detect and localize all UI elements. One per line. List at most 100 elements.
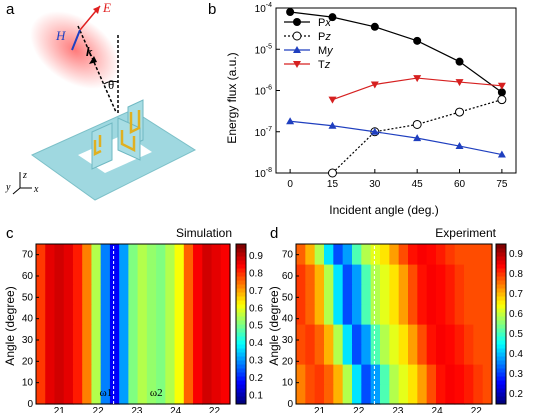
colorbar-step <box>236 400 246 405</box>
x-tick-label: 23 <box>392 406 404 413</box>
heatmap-cell <box>72 364 83 385</box>
heatmap-cell <box>54 264 65 285</box>
heatmap-cell <box>324 304 334 325</box>
heatmap-cell <box>398 344 409 365</box>
heatmap-cell <box>482 344 493 365</box>
heatmap-cell <box>82 284 93 305</box>
heatmap-cell <box>193 364 203 385</box>
heatmap-cell <box>156 384 166 405</box>
heatmap-cell <box>408 364 418 385</box>
heatmap-cell <box>314 304 325 325</box>
heatmap-cell <box>193 324 203 345</box>
heatmap-cell <box>137 304 148 325</box>
x-axis-title: Incident angle (deg.) <box>329 203 438 217</box>
heatmap-cell <box>220 244 231 265</box>
heatmap-cell <box>380 264 390 285</box>
colorbar-frame <box>235 243 247 405</box>
heatmap-cell <box>91 304 102 325</box>
heatmap-cell <box>314 244 325 265</box>
heatmap-cell <box>220 304 231 325</box>
heatmap-cell <box>100 264 111 285</box>
colorbar-tick-label: 0.5 <box>249 321 263 332</box>
heatmap-cell <box>342 384 353 405</box>
heatmap-cell <box>63 244 74 265</box>
experiment-heatmap: d Experiment Angle (degree) 0 10 20 30 40 50 6… <box>267 225 523 413</box>
legend-label: Px <box>318 17 331 29</box>
heatmap-cell <box>342 344 353 365</box>
heatmap-cell <box>128 344 139 365</box>
heatmap-cell <box>63 264 74 285</box>
legend-item: My <box>284 45 334 57</box>
heatmap-cell <box>389 324 400 345</box>
heatmap-cell <box>72 284 83 305</box>
plot-frame <box>275 7 517 174</box>
y-tick-label: 40 <box>22 314 34 325</box>
heatmap-cell <box>193 284 203 305</box>
heatmap-cell <box>361 304 372 325</box>
heatmap-cell <box>91 384 102 405</box>
heatmap-cell <box>445 324 456 345</box>
axis-y-label: y <box>5 182 11 193</box>
heatmap-cell <box>119 384 129 405</box>
heatmap-cell <box>156 324 166 345</box>
heatmap-cell <box>91 264 102 285</box>
data-point <box>413 36 422 45</box>
heatmap-cell <box>174 304 185 325</box>
heatmap-cell <box>408 244 418 265</box>
heatmap-cell <box>389 384 400 405</box>
series-My <box>286 117 506 158</box>
heatmap-cell <box>137 344 148 365</box>
heatmap-cell <box>119 344 129 365</box>
heatmap-cell <box>352 244 362 265</box>
data-point <box>328 121 337 129</box>
heatmap-cell <box>464 324 474 345</box>
heatmap-cell <box>324 264 334 285</box>
colorbar-step <box>236 252 246 257</box>
heatmap-cell <box>324 244 334 265</box>
legend-item: Px <box>284 17 331 29</box>
y-tick-label: 70 <box>282 250 294 261</box>
y-tick-label: 0 <box>287 399 293 410</box>
heatmap-cell <box>36 364 46 385</box>
colorbar-step <box>496 256 506 261</box>
heatmap-cell <box>137 264 148 285</box>
energy-flux-chart: b 0 15 30 45 60 75 10-4 10-5 10-6 10-7 10-8 Px Pz My T… <box>208 1 517 217</box>
heatmap-cell <box>361 324 372 345</box>
colorbar-step <box>496 280 506 285</box>
heatmap-cell <box>482 324 493 345</box>
split-ring-right <box>120 130 136 153</box>
heatmap-cell <box>314 364 325 385</box>
heatmap-cell <box>63 384 74 405</box>
colorbar-step <box>496 324 506 329</box>
colorbar-step <box>496 328 506 333</box>
heatmap-cell <box>137 284 148 305</box>
heatmap-cell <box>333 304 344 325</box>
heatmap-cell <box>445 244 456 265</box>
colorbar-step <box>496 276 506 281</box>
colorbar-tick-label: 0.4 <box>509 349 523 360</box>
heatmap-cell <box>342 244 353 265</box>
heatmap-cell <box>45 264 56 285</box>
y-axis-title-d: Angle (degree) <box>267 286 281 365</box>
heatmap-cell <box>352 264 362 285</box>
colorbar-tick-label: 0.2 <box>249 373 263 384</box>
heatmap-cell <box>454 324 465 345</box>
heatmap-cell <box>352 384 362 405</box>
heatmap-cell <box>370 304 381 325</box>
heatmap-cell <box>454 244 465 265</box>
heatmap-cell <box>370 324 381 345</box>
heatmap-cell <box>36 324 46 345</box>
heatmap-cell <box>100 324 111 345</box>
heatmap-cell <box>109 304 120 325</box>
colorbar-step <box>236 296 246 301</box>
heatmap-cell <box>464 344 474 365</box>
heatmap-cell <box>202 304 213 325</box>
y-tick-label: 20 <box>282 356 294 367</box>
heatmap-cell <box>305 384 316 405</box>
x-tick-label: 45 <box>412 179 424 190</box>
x-tick-label: 22 <box>93 406 105 413</box>
heatmap-cell <box>389 364 400 385</box>
colorbar-tick-label: 0.9 <box>249 251 263 262</box>
colorbar-step <box>496 320 506 325</box>
heatmap-cell <box>314 324 325 345</box>
